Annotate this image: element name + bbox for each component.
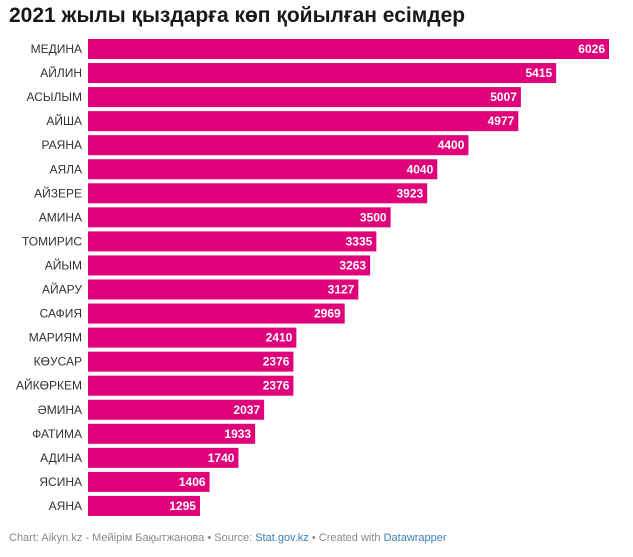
value-label: 4040 [407,162,434,176]
value-label: 5007 [490,90,517,104]
category-label: АДИНА [40,451,82,465]
bar [88,183,428,204]
bar [88,111,519,132]
category-label: АЯНА [49,499,82,513]
value-label: 6026 [578,42,605,56]
category-label: ФАТИМА [32,427,82,441]
value-label: 3500 [360,210,387,224]
value-label: 5415 [525,66,552,80]
category-label: ӘМИНА [38,403,82,417]
bar [88,63,557,84]
bar [88,279,359,300]
value-label: 1933 [224,427,251,441]
bar [88,423,256,444]
footer-created: • Created with [308,532,384,544]
category-label: РАЯНА [41,138,82,152]
category-label: КӨУСАР [34,355,82,369]
value-label: 3335 [346,234,373,248]
bar [88,39,609,59]
bar [88,375,294,396]
source-link[interactable]: Stat.gov.kz [255,532,309,544]
bar [88,447,239,468]
category-label: АЙША [46,113,82,128]
value-label: 2037 [233,403,260,417]
value-label: 1406 [179,475,206,489]
value-label: 4977 [488,114,515,128]
category-label: АЙЫМ [45,257,82,272]
bar [88,327,297,348]
bars-group: МЕДИНА 6026 АЙЛИН 5415 АСЫЛЫМ 5007 АЙША 4977 РАЯ… [16,39,609,516]
category-label: АЙКӨРКЕМ [16,378,82,393]
category-label: АЙАРУ [42,282,82,297]
category-label: АЙЛИН [40,65,82,80]
value-label: 1740 [208,451,235,465]
category-label: ТОМИРИС [22,234,82,248]
bar [88,471,210,492]
value-label: 4400 [438,138,465,152]
chart-title: 2021 жылы қыздарға көп қойылған есімдер [9,4,466,27]
category-label: МЕДИНА [31,42,82,56]
value-label: 3923 [396,186,423,200]
category-label: АЯЛА [49,162,82,176]
bar [88,351,294,372]
value-label: 1295 [169,499,196,513]
bar [88,135,469,156]
category-label: ЯСИНА [39,475,82,489]
category-label: АСЫЛЫМ [26,90,82,104]
value-label: 3127 [328,283,355,297]
value-label: 2376 [263,379,290,393]
bar [88,495,200,516]
value-label: 3263 [339,258,366,272]
chart-footer: Chart: Aikyn.kz - Мейірім Бақытжанова • … [9,532,447,544]
category-label: МАРИЯМ [29,331,82,345]
value-label: 2410 [266,331,293,345]
category-label: САФИЯ [40,307,82,321]
bar [88,87,521,108]
category-label: АМИНА [39,210,82,224]
bar [88,303,345,324]
bar [88,207,391,228]
datawrapper-link[interactable]: Datawrapper [383,532,447,544]
bar [88,231,377,252]
value-label: 2376 [263,355,290,369]
bar [88,159,438,180]
footer-credit: Chart: Aikyn.kz - Мейірім Бақытжанова • … [9,532,256,544]
value-label: 2969 [314,307,341,321]
bar [88,255,371,276]
bar [88,399,265,420]
category-label: АЙЗЕРЕ [34,185,82,200]
